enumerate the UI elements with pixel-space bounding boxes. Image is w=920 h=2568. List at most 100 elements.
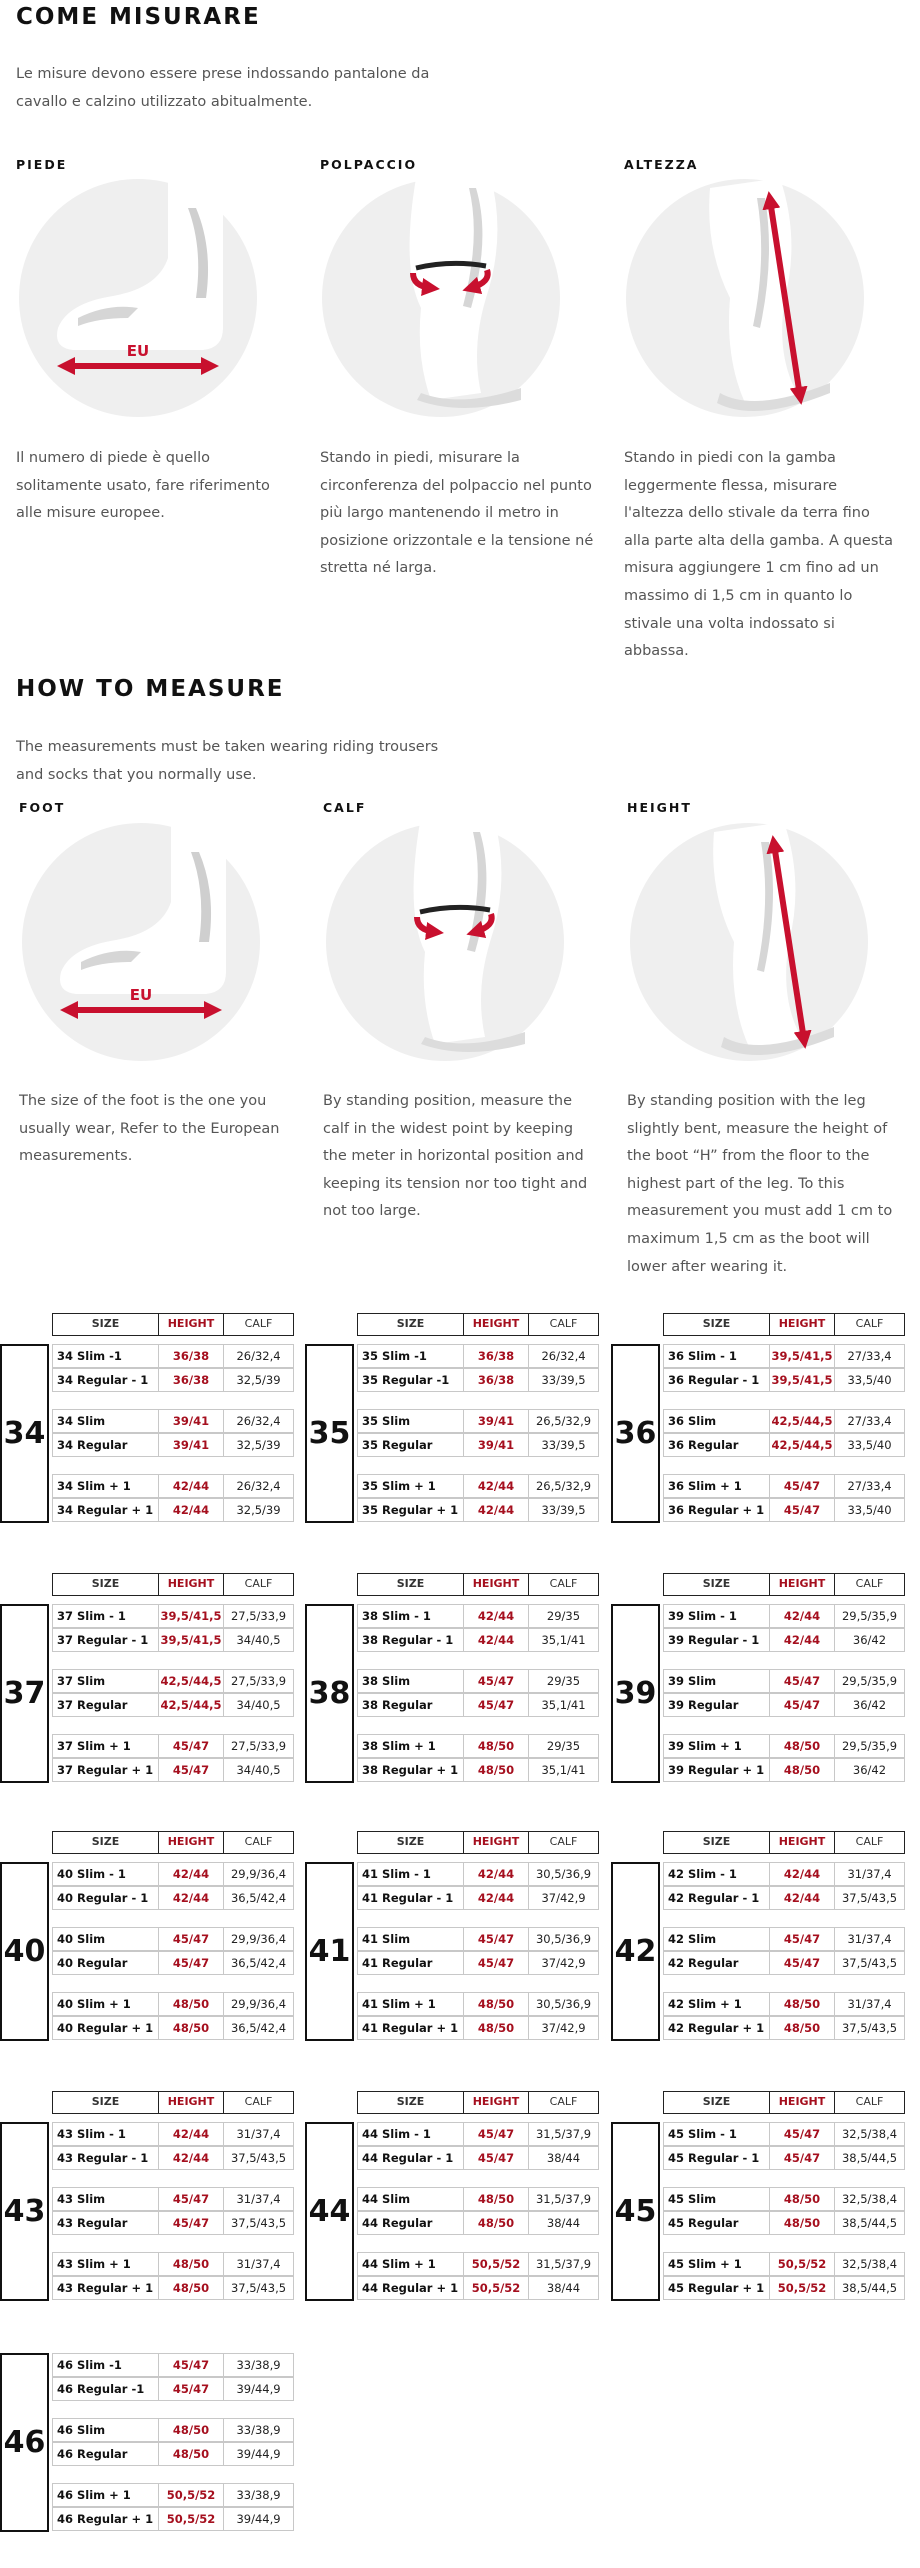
size-name: 44 Slim + 1 (357, 2252, 464, 2276)
height-value: 45/47 (769, 1951, 835, 1975)
table-header-cell: HEIGHT (158, 2091, 224, 2114)
height-value: 45/47 (769, 1498, 835, 1522)
size-name: 36 Regular + 1 (663, 1498, 770, 1522)
calf-value: 27,5/33,9 (223, 1604, 294, 1628)
calf-value: 34/40,5 (223, 1693, 294, 1717)
size-name: 38 Regular - 1 (357, 1628, 464, 1652)
height-value: 48/50 (463, 2187, 529, 2211)
height-value: 48/50 (158, 1992, 224, 2016)
size-name: 41 Regular - 1 (357, 1886, 464, 1910)
measure-illustration (322, 178, 560, 417)
calf-value: 31/37,4 (223, 2252, 294, 2276)
height-value: 48/50 (769, 1758, 835, 1782)
calf-value: 35,1/41 (528, 1693, 599, 1717)
size-name: 39 Regular (663, 1693, 770, 1717)
table-header-cell: CALF (528, 1831, 599, 1854)
calf-value: 27/33,4 (834, 1474, 905, 1498)
size-name: 35 Slim (357, 1409, 464, 1433)
table-header-cell: HEIGHT (463, 1313, 529, 1336)
table-header-cell: HEIGHT (158, 1831, 224, 1854)
height-value: 36/38 (463, 1368, 529, 1392)
table-header-cell: SIZE (663, 1573, 770, 1596)
table-header-cell: SIZE (52, 2091, 159, 2114)
calf-value: 31/37,4 (223, 2187, 294, 2211)
table-header-cell: SIZE (357, 2091, 464, 2114)
size-name: 43 Regular (52, 2211, 159, 2235)
calf-value: 31,5/37,9 (528, 2122, 599, 2146)
size-name: 37 Regular (52, 1693, 159, 1717)
size-name: 39 Slim (663, 1669, 770, 1693)
calf-value: 27/33,4 (834, 1344, 905, 1368)
size-number: 38 (305, 1604, 354, 1783)
calf-value: 32,5/38,4 (834, 2122, 905, 2146)
size-name: 42 Slim + 1 (663, 1992, 770, 2016)
measure-label: POLPACCIO (320, 157, 418, 172)
table-header-cell: CALF (834, 1831, 905, 1854)
measure-illustration: EU (19, 178, 257, 417)
calf-value: 33/38,9 (223, 2483, 294, 2507)
size-name: 34 Slim -1 (52, 1344, 159, 1368)
calf-value: 27/33,4 (834, 1409, 905, 1433)
size-name: 34 Regular (52, 1433, 159, 1457)
calf-value: 39/44,9 (223, 2442, 294, 2466)
height-value: 36/38 (463, 1344, 529, 1368)
size-name: 40 Regular (52, 1951, 159, 1975)
height-value: 48/50 (463, 2016, 529, 2040)
height-value: 48/50 (158, 2016, 224, 2040)
height-value: 45/47 (158, 1927, 224, 1951)
table-header-cell: CALF (834, 1313, 905, 1336)
height-value: 50,5/52 (769, 2276, 835, 2300)
foot-label: EU (127, 342, 149, 360)
height-value: 39,5/41,5 (158, 1628, 224, 1652)
table-header-cell: SIZE (357, 1573, 464, 1596)
size-name: 44 Regular + 1 (357, 2276, 464, 2300)
table-header-cell: CALF (223, 2091, 294, 2114)
size-table: SIZE HEIGHT CALF 41 41 Slim - 1 42/44 30,5/36,… (305, 1831, 600, 2043)
height-value: 50,5/52 (463, 2276, 529, 2300)
height-value: 42/44 (158, 2122, 224, 2146)
size-name: 46 Regular -1 (52, 2377, 159, 2401)
height-value: 50,5/52 (158, 2483, 224, 2507)
calf-value: 38/44 (528, 2146, 599, 2170)
calf-value: 33/38,9 (223, 2353, 294, 2377)
calf-value: 32,5/39 (223, 1368, 294, 1392)
size-name: 41 Slim (357, 1927, 464, 1951)
height-value: 45/47 (463, 2122, 529, 2146)
height-value: 42/44 (463, 1474, 529, 1498)
size-name: 35 Slim -1 (357, 1344, 464, 1368)
size-table: SIZE HEIGHT CALF 40 40 Slim - 1 42/44 29,9/36,… (0, 1831, 295, 2043)
size-name: 42 Slim (663, 1927, 770, 1951)
calf-value: 26/32,4 (223, 1474, 294, 1498)
height-value: 48/50 (158, 2252, 224, 2276)
size-name: 38 Slim + 1 (357, 1734, 464, 1758)
height-value: 45/47 (463, 2146, 529, 2170)
calf-value: 38,5/44,5 (834, 2276, 905, 2300)
size-name: 36 Slim (663, 1409, 770, 1433)
size-name: 39 Slim - 1 (663, 1604, 770, 1628)
height-value: 45/47 (769, 2122, 835, 2146)
calf-value: 36/42 (834, 1758, 905, 1782)
calf-value: 38/44 (528, 2211, 599, 2235)
height-value: 48/50 (158, 2442, 224, 2466)
size-name: 39 Regular + 1 (663, 1758, 770, 1782)
calf-value: 31/37,4 (834, 1927, 905, 1951)
calf-value: 29,5/35,9 (834, 1734, 905, 1758)
size-name: 35 Slim + 1 (357, 1474, 464, 1498)
calf-value: 37,5/43,5 (223, 2276, 294, 2300)
calf-value: 33,5/40 (834, 1368, 905, 1392)
calf-value: 29,9/36,4 (223, 1927, 294, 1951)
size-name: 38 Regular + 1 (357, 1758, 464, 1782)
size-name: 41 Slim + 1 (357, 1992, 464, 2016)
size-name: 34 Regular - 1 (52, 1368, 159, 1392)
size-name: 45 Slim + 1 (663, 2252, 770, 2276)
size-name: 45 Slim (663, 2187, 770, 2211)
calf-value: 26/32,4 (223, 1409, 294, 1433)
calf-value: 37/42,9 (528, 1951, 599, 1975)
size-name: 43 Slim (52, 2187, 159, 2211)
calf-value: 36,5/42,4 (223, 2016, 294, 2040)
calf-value: 31/37,4 (834, 1992, 905, 2016)
height-value: 50,5/52 (769, 2252, 835, 2276)
height-value: 39/41 (463, 1433, 529, 1457)
section-title: HOW TO MEASURE (16, 676, 285, 702)
